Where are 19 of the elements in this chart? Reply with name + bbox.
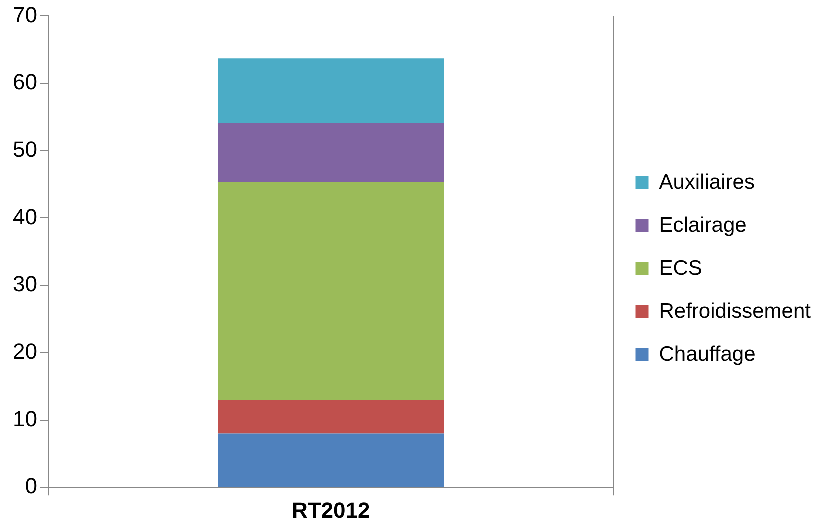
y-tick-label: 50 bbox=[12, 136, 38, 162]
bar bbox=[218, 400, 444, 434]
legend-label: Refroidissement bbox=[659, 300, 812, 323]
y-tick-label: 0 bbox=[25, 474, 38, 499]
legend-label: Eclairage bbox=[659, 214, 747, 237]
legend-label: Chauffage bbox=[659, 342, 756, 366]
y-tick-label: 10 bbox=[12, 406, 38, 432]
x-tick-label: RT2012 bbox=[292, 498, 370, 523]
y-tick-label: 30 bbox=[12, 272, 38, 297]
y-tick-label: 60 bbox=[12, 70, 38, 95]
y-tick-label: 40 bbox=[12, 204, 38, 230]
bar bbox=[218, 58, 444, 124]
legend-label: Auxiliaires bbox=[659, 170, 755, 194]
legend-label: ECS bbox=[659, 256, 702, 280]
y-tick-label: 20 bbox=[12, 338, 38, 364]
bar bbox=[218, 434, 444, 488]
bar bbox=[218, 182, 444, 400]
bar bbox=[218, 123, 444, 183]
y-tick-label: 70 bbox=[12, 2, 38, 28]
